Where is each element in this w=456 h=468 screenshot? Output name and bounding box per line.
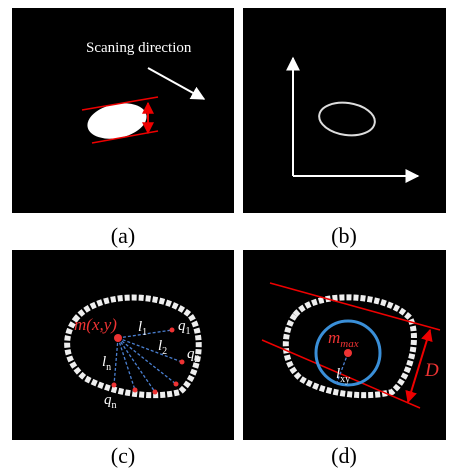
panel-a: Scaning direction (a): [12, 8, 234, 248]
panel-d: mmax lxy D (d): [243, 250, 446, 468]
center-point: [344, 349, 352, 357]
label: D: [424, 360, 439, 381]
panel-b: (b): [243, 8, 446, 248]
center-label: m(x,y): [74, 315, 117, 334]
panel-bg: [243, 8, 446, 213]
caption: (c): [111, 443, 135, 468]
caption: (b): [331, 223, 357, 248]
caption: (d): [331, 443, 357, 468]
panel-c: m(x,y) l1 l2 ln q1 q2 qn (c): [12, 250, 234, 468]
caption: (a): [111, 223, 135, 248]
figure: Scaning direction (a) (b) m(x,y) l1 l2 l…: [0, 0, 456, 468]
annotation: Scaning direction: [86, 40, 192, 56]
